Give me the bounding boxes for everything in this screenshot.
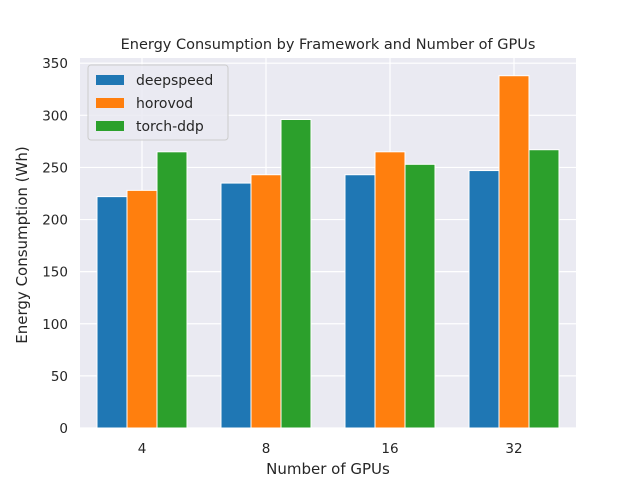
y-tick-label: 200 (42, 213, 68, 229)
x-axis-label: Number of GPUs (266, 460, 390, 478)
x-tick-label: 4 (138, 441, 147, 457)
y-tick-label: 0 (59, 421, 68, 437)
bar-torch-ddp-8 (280, 118, 312, 429)
bar-deepspeed-8 (220, 182, 252, 429)
bar-torch-ddp-16 (404, 163, 436, 429)
legend-swatch-deepspeed (96, 75, 124, 85)
y-tick-label: 150 (42, 265, 68, 281)
x-tick-label: 8 (262, 441, 271, 457)
y-tick-label: 350 (42, 56, 68, 72)
chart-title: Energy Consumption by Framework and Numb… (121, 37, 536, 53)
y-tick-label: 250 (42, 160, 68, 176)
y-tick-labels: 0 50 100 150 200 250 300 350 (42, 56, 68, 437)
y-axis-label: Energy Consumption (Wh) (13, 146, 31, 343)
x-tick-labels: 4 8 16 32 (138, 441, 523, 457)
y-tick-label: 300 (42, 108, 68, 124)
x-tick-label: 32 (505, 441, 522, 457)
legend: deepspeed horovod torch-ddp (87, 64, 229, 141)
bar-horovod-32 (498, 75, 530, 429)
y-tick-label: 100 (42, 317, 68, 333)
legend-label-horovod: horovod (136, 96, 193, 112)
bar-torch-ddp-32 (528, 149, 560, 429)
legend-swatch-horovod (96, 98, 124, 108)
x-tick-label: 16 (381, 441, 398, 457)
bar-torch-ddp-4 (156, 151, 188, 429)
bar-horovod-8 (250, 174, 282, 429)
bar-deepspeed-4 (96, 196, 128, 429)
y-tick-label: 50 (51, 369, 68, 385)
legend-label-deepspeed: deepspeed (136, 73, 213, 89)
bars-group (96, 75, 560, 429)
bar-horovod-16 (374, 151, 406, 429)
legend-label-torch-ddp: torch-ddp (136, 119, 204, 135)
legend-swatch-torch-ddp (96, 121, 124, 131)
bar-horovod-4 (126, 189, 158, 429)
bar-deepspeed-16 (344, 174, 376, 429)
bar-deepspeed-32 (468, 170, 500, 429)
